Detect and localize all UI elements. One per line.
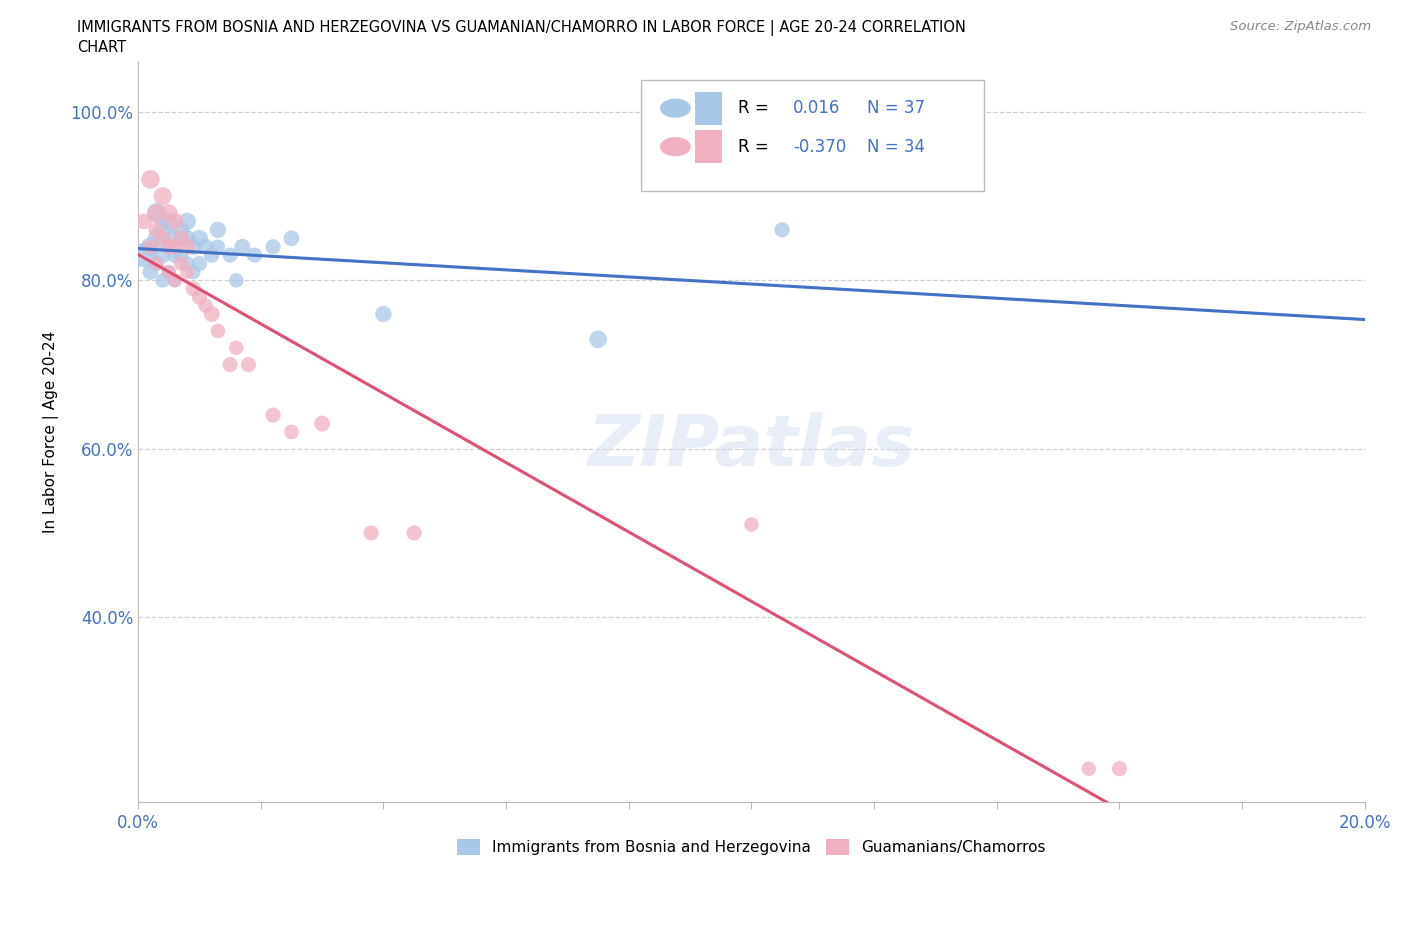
Point bbox=[134, 247, 156, 262]
Point bbox=[188, 231, 211, 246]
Point bbox=[225, 340, 247, 355]
FancyBboxPatch shape bbox=[695, 130, 723, 164]
Point bbox=[176, 256, 198, 271]
Point bbox=[207, 222, 229, 237]
Point bbox=[1108, 762, 1130, 777]
Point bbox=[243, 247, 266, 262]
Point bbox=[176, 239, 198, 254]
Text: R =: R = bbox=[738, 138, 769, 155]
Point bbox=[170, 247, 193, 262]
Text: ZIPatlas: ZIPatlas bbox=[588, 412, 915, 481]
Point bbox=[157, 206, 180, 220]
Point bbox=[163, 273, 186, 288]
Point bbox=[139, 239, 162, 254]
Point bbox=[181, 264, 204, 279]
Point bbox=[231, 239, 253, 254]
FancyBboxPatch shape bbox=[695, 91, 723, 125]
Point bbox=[134, 214, 156, 229]
Point bbox=[163, 239, 186, 254]
Point bbox=[207, 324, 229, 339]
Point bbox=[262, 239, 284, 254]
Point bbox=[373, 307, 395, 322]
Point bbox=[219, 357, 242, 372]
Text: Source: ZipAtlas.com: Source: ZipAtlas.com bbox=[1230, 20, 1371, 33]
Point bbox=[170, 231, 193, 246]
Point bbox=[194, 239, 217, 254]
Point bbox=[176, 264, 198, 279]
Point bbox=[201, 247, 224, 262]
Point bbox=[238, 357, 260, 372]
Text: CHART: CHART bbox=[77, 40, 127, 55]
Point bbox=[145, 256, 167, 271]
Point bbox=[181, 239, 204, 254]
Point bbox=[280, 424, 302, 439]
Point bbox=[360, 525, 382, 540]
Point bbox=[145, 206, 167, 220]
Point bbox=[163, 247, 186, 262]
Point bbox=[145, 206, 167, 220]
Point bbox=[157, 264, 180, 279]
Point bbox=[188, 256, 211, 271]
Point bbox=[740, 517, 762, 532]
Text: R =: R = bbox=[738, 100, 769, 117]
Point bbox=[194, 299, 217, 313]
Point bbox=[170, 222, 193, 237]
Point bbox=[152, 247, 174, 262]
Point bbox=[188, 290, 211, 305]
Point bbox=[586, 332, 609, 347]
Legend: Immigrants from Bosnia and Herzegovina, Guamanians/Chamorros: Immigrants from Bosnia and Herzegovina, … bbox=[451, 833, 1052, 861]
Text: -0.370: -0.370 bbox=[793, 138, 846, 155]
Text: N = 34: N = 34 bbox=[866, 138, 925, 155]
Point bbox=[139, 172, 162, 187]
Point bbox=[152, 189, 174, 204]
Point bbox=[163, 214, 186, 229]
Point bbox=[145, 231, 167, 246]
Point bbox=[770, 222, 793, 237]
FancyBboxPatch shape bbox=[641, 80, 984, 192]
Point bbox=[157, 214, 180, 229]
Point bbox=[1077, 762, 1099, 777]
Point bbox=[225, 273, 247, 288]
Point bbox=[207, 239, 229, 254]
Text: 0.016: 0.016 bbox=[793, 100, 841, 117]
Point bbox=[219, 247, 242, 262]
Circle shape bbox=[661, 138, 690, 155]
Point bbox=[157, 239, 180, 254]
Point bbox=[157, 264, 180, 279]
Point bbox=[280, 231, 302, 246]
Point bbox=[152, 222, 174, 237]
Point bbox=[145, 222, 167, 237]
Point bbox=[139, 264, 162, 279]
Text: IMMIGRANTS FROM BOSNIA AND HERZEGOVINA VS GUAMANIAN/CHAMORRO IN LABOR FORCE | AG: IMMIGRANTS FROM BOSNIA AND HERZEGOVINA V… bbox=[77, 20, 966, 36]
Point bbox=[176, 214, 198, 229]
Circle shape bbox=[661, 100, 690, 117]
Point bbox=[152, 231, 174, 246]
Point bbox=[181, 282, 204, 297]
Point bbox=[262, 407, 284, 422]
Point bbox=[163, 273, 186, 288]
Point bbox=[152, 273, 174, 288]
Point bbox=[170, 256, 193, 271]
Point bbox=[404, 525, 426, 540]
Point bbox=[157, 239, 180, 254]
Text: N = 37: N = 37 bbox=[866, 100, 925, 117]
Point bbox=[201, 307, 224, 322]
Point bbox=[311, 416, 333, 431]
Point bbox=[139, 239, 162, 254]
Point bbox=[163, 231, 186, 246]
Point bbox=[145, 256, 167, 271]
Point bbox=[176, 231, 198, 246]
Y-axis label: In Labor Force | Age 20-24: In Labor Force | Age 20-24 bbox=[44, 331, 59, 533]
